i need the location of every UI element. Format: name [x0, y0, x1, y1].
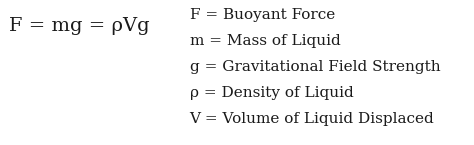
Text: F = Buoyant Force: F = Buoyant Force	[190, 8, 335, 21]
Text: F = mg = ρVg: F = mg = ρVg	[9, 17, 150, 35]
Text: V = Volume of Liquid Displaced: V = Volume of Liquid Displaced	[190, 112, 434, 126]
Text: g = Gravitational Field Strength: g = Gravitational Field Strength	[190, 60, 440, 74]
Text: ρ = Density of Liquid: ρ = Density of Liquid	[190, 86, 353, 100]
Text: m = Mass of Liquid: m = Mass of Liquid	[190, 34, 340, 48]
